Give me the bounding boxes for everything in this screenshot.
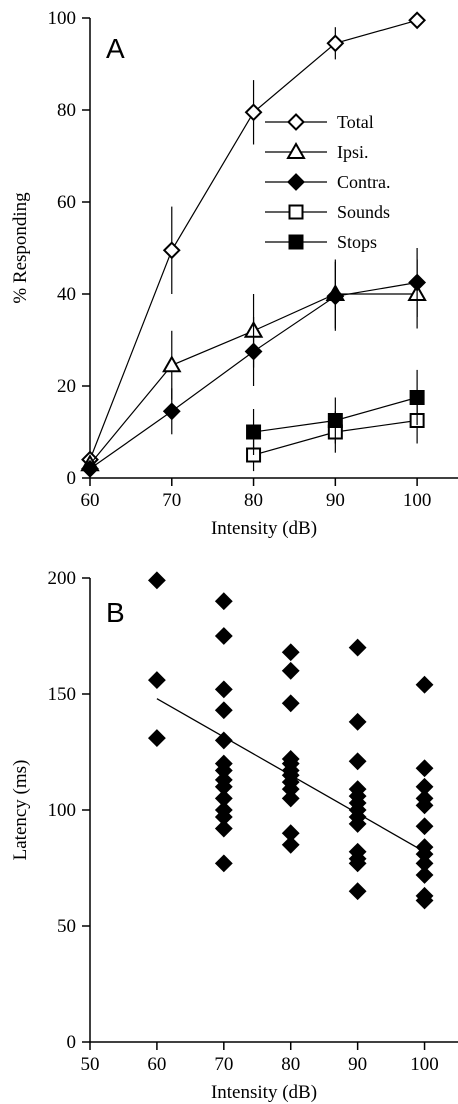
data-point (415, 891, 434, 910)
data-point (81, 459, 99, 478)
x-tick-label: 60 (147, 1054, 166, 1075)
y-tick-label: 0 (67, 468, 77, 489)
data-point (415, 759, 434, 778)
data-point (162, 355, 182, 373)
data-point (281, 643, 300, 662)
data-point (327, 413, 343, 428)
series-stops (246, 369, 425, 455)
data-point (147, 571, 166, 590)
y-tick-label: 20 (57, 376, 76, 397)
data-point (281, 694, 300, 713)
x-tick-label: 50 (81, 1054, 100, 1075)
data-point (214, 592, 233, 611)
y-tick-label: 100 (48, 8, 77, 29)
y-tick-label: 60 (57, 192, 76, 213)
legend-marker (288, 234, 304, 250)
panel-a: 0 20 40 60 80 100 60 70 80 90 100 Intensity (dB) % R… (10, 8, 458, 539)
y-tick-label: 80 (57, 100, 76, 121)
data-point (415, 817, 434, 836)
y-tick-label: 0 (67, 1032, 77, 1053)
data-point (348, 712, 367, 731)
series-total (81, 11, 427, 469)
x-tick-label: 80 (281, 1054, 300, 1075)
x-tick-label: 80 (244, 490, 263, 511)
y-tick-label: 50 (57, 916, 76, 937)
data-point (326, 34, 345, 53)
y-axis-title: % Responding (10, 192, 31, 304)
data-point (415, 675, 434, 694)
x-tick-label: 70 (214, 1054, 233, 1075)
x-axis-title: Intensity (dB) (211, 518, 317, 539)
y-tick-label: 200 (48, 568, 77, 589)
data-point (281, 835, 300, 854)
x-tick-label: 100 (403, 490, 432, 511)
x-tick-label: 100 (410, 1054, 439, 1075)
data-point (214, 627, 233, 645)
data-point (147, 671, 166, 689)
data-point (214, 680, 233, 699)
x-tick-label: 60 (81, 490, 100, 511)
data-point (326, 287, 345, 306)
data-point (214, 819, 233, 838)
panel-label: A (106, 33, 125, 64)
legend-label: Contra. (337, 172, 391, 192)
legend-label: Ipsi. (337, 142, 369, 162)
legend-marker (288, 204, 304, 220)
y-tick-label: 150 (48, 684, 77, 705)
x-axis-title: Intensity (dB) (211, 1082, 317, 1103)
data-point (214, 854, 233, 873)
legend-marker (287, 173, 305, 191)
y-axis-title: Latency (ms) (10, 760, 31, 861)
series-contra (81, 248, 427, 478)
data-point (415, 866, 434, 884)
data-point (162, 241, 181, 260)
data-point (348, 752, 367, 771)
legend-marker (286, 141, 306, 159)
legend-marker (287, 113, 305, 131)
data-point (244, 103, 263, 122)
data-point (214, 731, 233, 750)
data-point (246, 424, 262, 440)
data-point (348, 815, 367, 833)
panel-label: B (106, 597, 125, 628)
legend: Total Ipsi. Contra. Sounds Stops (265, 112, 391, 252)
data-point (147, 729, 166, 747)
data-point (408, 273, 427, 292)
data-point (162, 402, 181, 421)
legend-label: Stops (337, 232, 377, 252)
x-tick-label: 90 (348, 1054, 367, 1075)
data-point (348, 854, 367, 873)
data-point (408, 11, 427, 30)
data-point (214, 701, 233, 720)
x-tick-label: 70 (162, 490, 181, 511)
data-point (348, 882, 367, 901)
y-tick-label: 100 (48, 800, 77, 821)
data-point (244, 342, 263, 361)
x-tick-label: 90 (326, 490, 345, 511)
legend-label: Total (337, 112, 374, 132)
legend-label: Sounds (337, 202, 390, 222)
data-point (409, 390, 425, 405)
y-tick-label: 40 (57, 284, 76, 305)
data-point (281, 661, 300, 680)
data-point (348, 638, 367, 657)
data-point (415, 796, 434, 815)
data-point (281, 789, 300, 808)
